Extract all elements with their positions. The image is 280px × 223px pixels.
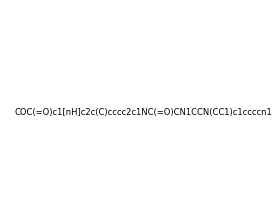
Text: COC(=O)c1[nH]c2c(C)cccc2c1NC(=O)CN1CCN(CC1)c1ccccn1: COC(=O)c1[nH]c2c(C)cccc2c1NC(=O)CN1CCN(C…	[15, 108, 272, 117]
